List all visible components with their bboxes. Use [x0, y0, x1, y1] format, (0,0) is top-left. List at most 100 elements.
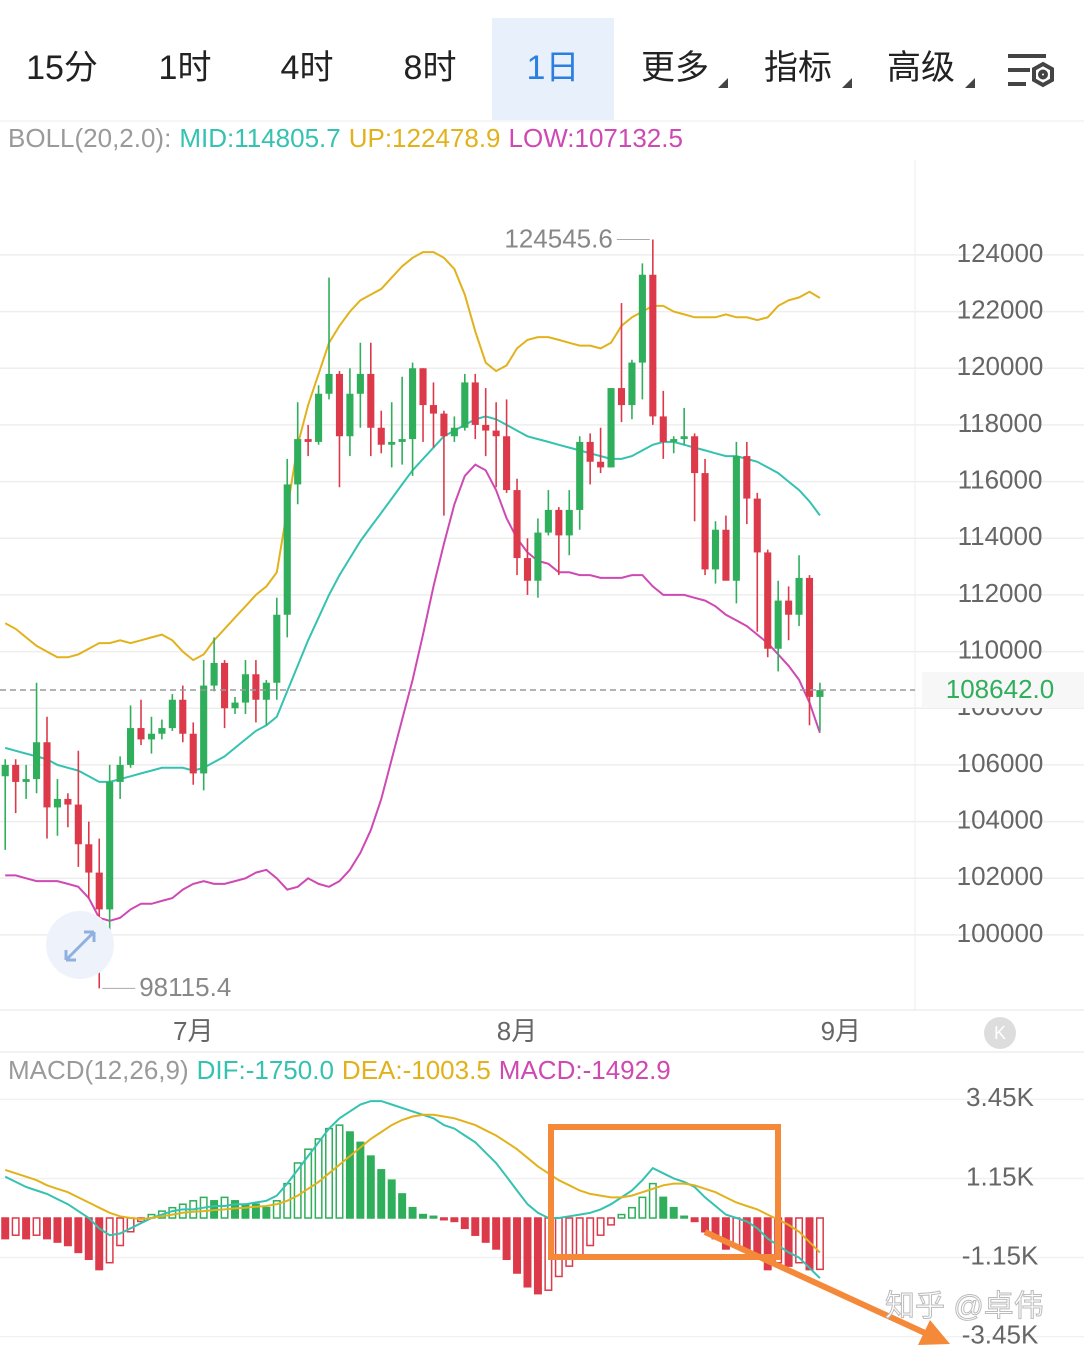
y-tick-label: 116000	[958, 464, 1043, 494]
tab[interactable]: 8时	[404, 49, 457, 87]
y-tick-label: 100000	[957, 918, 1044, 948]
macd-bar	[398, 1193, 407, 1219]
macd-bar	[690, 1217, 699, 1223]
macd-bar	[32, 1217, 41, 1236]
y-tick-label: 106000	[957, 748, 1044, 778]
candle-body	[335, 373, 344, 437]
macd-bar	[607, 1217, 616, 1226]
candle-body	[168, 699, 176, 729]
y-tick-label: 102000	[957, 861, 1044, 891]
candle-body	[419, 368, 427, 406]
legend-entry: DIF:-1750.0	[197, 1055, 334, 1085]
y-tick-label: 3.45K	[966, 1082, 1035, 1112]
macd-bar	[84, 1217, 93, 1261]
macd-bar	[241, 1203, 250, 1219]
macd-bar	[450, 1217, 459, 1223]
candle-body	[158, 728, 166, 734]
settings-icon[interactable]	[1008, 54, 1054, 88]
macd-bar	[74, 1217, 83, 1254]
macd-bar	[43, 1217, 51, 1240]
macd-bar	[251, 1203, 260, 1219]
macd-bar	[366, 1155, 375, 1219]
candle-body	[691, 436, 699, 474]
macd-bar	[1, 1217, 10, 1240]
candle-body	[555, 509, 563, 536]
macd-bar	[178, 1203, 187, 1219]
legend-entry: DEA:-1003.5	[342, 1055, 491, 1085]
candle-body	[743, 456, 751, 499]
tab[interactable]: 高级	[887, 49, 955, 87]
candle-body	[273, 614, 281, 683]
min-label: 98115.4	[139, 972, 231, 1002]
macd-bar	[565, 1217, 574, 1267]
tab[interactable]: 4时	[281, 49, 334, 87]
macd-bar	[262, 1206, 271, 1219]
candle-body	[210, 662, 218, 686]
candle-body	[607, 388, 615, 468]
candle-body	[409, 368, 417, 440]
candle-body	[576, 441, 584, 510]
candle-body	[795, 577, 803, 615]
macd-bar	[575, 1217, 584, 1257]
candle-body	[774, 600, 782, 649]
candle-body	[503, 436, 511, 491]
candle-body	[12, 764, 20, 782]
macd-bar	[596, 1217, 605, 1236]
tab[interactable]: 15分	[26, 49, 98, 87]
macd-line	[4, 1113, 821, 1254]
macd-bar	[815, 1217, 824, 1271]
tab[interactable]: 更多	[641, 49, 709, 87]
tab-selected[interactable]: 1日	[527, 49, 580, 87]
candle-body	[356, 373, 364, 394]
x-tick-label: 8月	[497, 1016, 537, 1046]
candle-body	[638, 274, 646, 363]
macd-bar	[345, 1131, 354, 1219]
tab[interactable]: 1时	[159, 49, 212, 87]
macd-bar	[63, 1217, 72, 1247]
collapse-icon[interactable]: K	[984, 1017, 1016, 1049]
expand-icon[interactable]	[46, 911, 114, 979]
macd-bar	[53, 1217, 62, 1243]
macd-bar	[387, 1179, 396, 1219]
candle-body	[617, 388, 626, 406]
macd-bar	[22, 1217, 31, 1240]
macd-bar	[732, 1217, 741, 1247]
max-label: 124545.6	[504, 223, 612, 253]
macd-bar	[408, 1206, 417, 1219]
macd-bar	[314, 1138, 323, 1219]
x-tick-label: 7月	[173, 1016, 213, 1046]
macd-bar	[471, 1217, 480, 1236]
candle-body	[544, 509, 552, 533]
y-tick-label: 120000	[957, 351, 1044, 381]
macd-bar	[701, 1217, 710, 1233]
candle-body	[189, 733, 197, 774]
macd-bar	[356, 1141, 365, 1219]
candle-body	[367, 373, 375, 428]
macd-bar	[638, 1196, 647, 1219]
tab[interactable]: 指标	[764, 49, 832, 87]
candle-body	[680, 436, 688, 440]
macd-bar	[680, 1215, 689, 1219]
macd-bar	[617, 1213, 626, 1219]
candle-body	[513, 490, 521, 559]
candle-body	[722, 529, 730, 581]
candle-body	[628, 362, 636, 406]
macd-bar	[272, 1200, 281, 1219]
candle-body	[586, 441, 594, 462]
candle-body	[450, 427, 458, 437]
candle-body	[711, 529, 720, 570]
last-price-label: 108642.0	[946, 674, 1054, 704]
candle-body	[252, 674, 260, 700]
candle-body	[116, 764, 124, 782]
legend-entry: LOW:107132.5	[509, 123, 683, 153]
last-price-tag	[922, 672, 1084, 709]
boll-line	[4, 251, 821, 662]
candle-body	[461, 382, 469, 428]
candle-body	[377, 427, 385, 445]
candle-body	[816, 690, 824, 697]
highlight-box	[548, 1124, 781, 1260]
candle-body	[231, 702, 239, 709]
macd-bar	[502, 1217, 511, 1261]
